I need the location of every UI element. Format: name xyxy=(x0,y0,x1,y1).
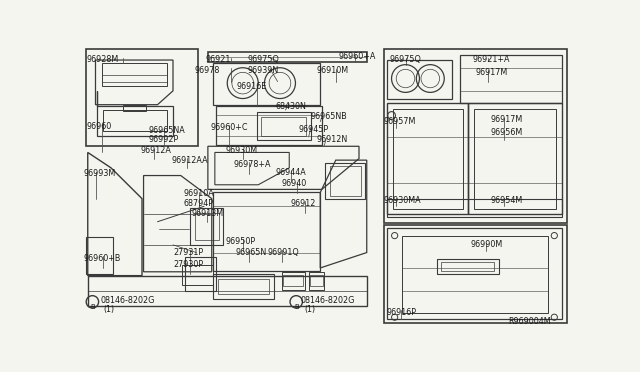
Text: 96912A: 96912A xyxy=(140,146,172,155)
Text: 27930P: 27930P xyxy=(173,260,203,269)
Text: 08146-8202G: 08146-8202G xyxy=(100,296,154,305)
Text: B: B xyxy=(90,304,95,310)
Text: 96921+A: 96921+A xyxy=(472,55,509,64)
Text: 96993M: 96993M xyxy=(83,169,115,179)
Text: 96912AA: 96912AA xyxy=(172,155,208,164)
Text: 96965N: 96965N xyxy=(235,248,266,257)
Bar xyxy=(384,225,566,323)
Text: 96991Q: 96991Q xyxy=(268,248,300,257)
Text: 96978+A: 96978+A xyxy=(234,160,271,169)
Text: 96965NA: 96965NA xyxy=(148,126,185,135)
Text: 96912N: 96912N xyxy=(316,135,348,144)
Text: 96957M: 96957M xyxy=(384,117,416,126)
Text: 96940: 96940 xyxy=(282,179,307,188)
Text: 68430N: 68430N xyxy=(275,102,306,110)
Text: 96978: 96978 xyxy=(195,66,220,75)
Text: 96960: 96960 xyxy=(86,122,111,131)
Text: 96960+C: 96960+C xyxy=(210,123,248,132)
Text: 96916P: 96916P xyxy=(387,308,417,317)
Text: 27931P: 27931P xyxy=(173,248,203,257)
Text: 96965NB: 96965NB xyxy=(311,112,348,121)
Text: (1): (1) xyxy=(103,305,115,314)
Text: 96928M: 96928M xyxy=(86,55,118,64)
Text: B: B xyxy=(294,304,299,310)
Text: 96930MA: 96930MA xyxy=(384,196,421,205)
Text: 96910M: 96910M xyxy=(316,66,349,75)
Text: 96917M: 96917M xyxy=(491,115,523,125)
Text: 96992P: 96992P xyxy=(148,135,179,144)
Text: 96960+A: 96960+A xyxy=(338,52,376,61)
Text: 96912: 96912 xyxy=(291,199,316,208)
Text: 96975Q: 96975Q xyxy=(248,55,279,64)
Bar xyxy=(86,49,198,146)
Text: 96921: 96921 xyxy=(205,55,231,64)
Text: 96960+B: 96960+B xyxy=(83,254,120,263)
Text: 96913M: 96913M xyxy=(191,209,224,218)
Text: R969004M: R969004M xyxy=(508,317,550,326)
Text: 08146-8202G: 08146-8202G xyxy=(301,296,355,305)
Text: 96975Q: 96975Q xyxy=(390,55,422,64)
Text: 96910A: 96910A xyxy=(184,189,214,198)
Text: 96945P: 96945P xyxy=(298,125,329,134)
Text: 96939N: 96939N xyxy=(248,66,278,75)
Text: 96954M: 96954M xyxy=(491,196,523,205)
Text: 96956M: 96956M xyxy=(491,128,523,137)
Bar xyxy=(384,49,566,223)
Text: (1): (1) xyxy=(305,305,316,314)
Text: 96930M: 96930M xyxy=(226,146,258,155)
Text: 96917M: 96917M xyxy=(476,68,508,77)
Text: 96990M: 96990M xyxy=(470,240,503,249)
Text: 96916E: 96916E xyxy=(237,81,267,91)
Text: 68794P: 68794P xyxy=(184,199,214,208)
Text: 96944A: 96944A xyxy=(275,168,306,177)
Text: 96950P: 96950P xyxy=(226,237,256,246)
